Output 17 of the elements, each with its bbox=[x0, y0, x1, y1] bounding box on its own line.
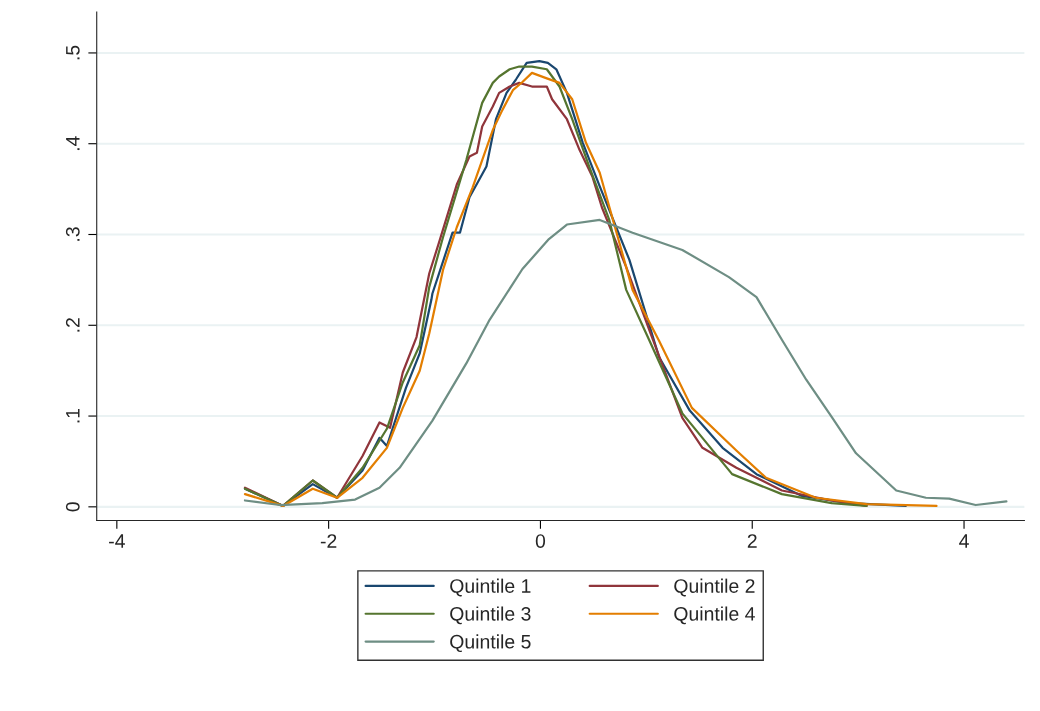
y-tick-label: .1 bbox=[66, 408, 80, 423]
x-tick-label: -2 bbox=[320, 534, 337, 548]
line-series bbox=[243, 218, 1008, 507]
legend-label: Quintile 5 bbox=[450, 634, 531, 653]
x-tick-label: -4 bbox=[109, 534, 125, 548]
legend-label: Quintile 4 bbox=[674, 606, 755, 625]
y-tick-label: .3 bbox=[65, 227, 80, 241]
x-tick-label: 2 bbox=[747, 534, 757, 548]
y-tick-label: .4 bbox=[66, 136, 80, 151]
y-tick-label: .5 bbox=[66, 45, 80, 60]
x-tick-label: 4 bbox=[959, 534, 969, 548]
x-tick-label: 0 bbox=[535, 534, 546, 548]
legend-label: Quintile 2 bbox=[674, 578, 755, 597]
y-tick-label: .2 bbox=[65, 318, 80, 332]
y-tick-label: 0 bbox=[65, 502, 80, 512]
legend-label: Quintile 3 bbox=[450, 606, 531, 625]
legend-label: Quintile 1 bbox=[450, 578, 531, 597]
